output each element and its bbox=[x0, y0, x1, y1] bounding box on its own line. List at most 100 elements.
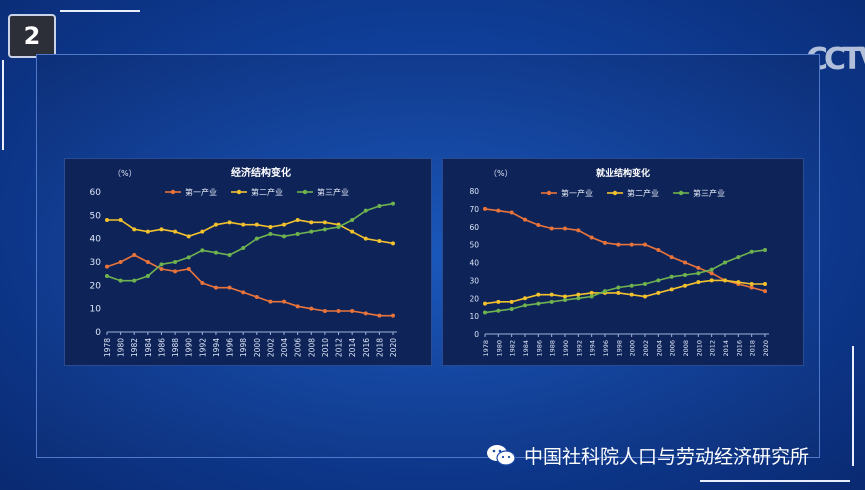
data-point-1-0-8 bbox=[589, 235, 594, 240]
frame-line-bottom bbox=[700, 480, 850, 482]
x-tick-label-0-8: 1994 bbox=[212, 338, 221, 357]
data-point-1-0-1 bbox=[496, 208, 501, 213]
data-point-1-1-18 bbox=[723, 278, 727, 283]
frame-line-right bbox=[852, 346, 854, 466]
data-point-0-2-16 bbox=[322, 227, 327, 232]
data-point-0-0-18 bbox=[350, 309, 355, 313]
data-point-1-2-19 bbox=[736, 255, 741, 260]
x-tick-label-1-4: 1986 bbox=[535, 340, 543, 357]
data-point-0-2-1 bbox=[118, 278, 123, 283]
x-tick-label-1-5: 1988 bbox=[549, 340, 557, 357]
data-point-0-0-10 bbox=[241, 290, 246, 295]
y-tick-label-1-3: 30 bbox=[469, 276, 479, 285]
data-point-1-2-4 bbox=[536, 301, 541, 306]
y-tick-label-1-8: 80 bbox=[469, 187, 479, 196]
y-tick-label-0-2: 20 bbox=[90, 281, 102, 291]
data-point-1-1-5 bbox=[549, 292, 554, 297]
data-point-0-0-0 bbox=[105, 264, 109, 269]
watermark-text: 中国社科院人口与劳动经济研究所 bbox=[524, 445, 810, 468]
x-tick-label-0-7: 1992 bbox=[198, 338, 207, 357]
data-point-1-0-16 bbox=[696, 265, 701, 270]
data-point-1-0-17 bbox=[709, 271, 714, 276]
x-tick-label-1-1: 1980 bbox=[495, 340, 503, 357]
legend-label-0-2: 第三产业 bbox=[317, 187, 349, 197]
chart-panel-employment: 就业结构变化 （%） 0 10 20 30 40 50 60 70 80 1978 1980 1982 19… bbox=[442, 158, 804, 366]
y-tick-label-0-4: 40 bbox=[90, 235, 102, 245]
x-tick-label-0-18: 2014 bbox=[348, 338, 357, 357]
data-point-0-0-16 bbox=[322, 309, 327, 313]
series-line-0-2 bbox=[106, 202, 394, 282]
data-point-1-0-12 bbox=[643, 242, 647, 247]
data-point-0-1-15 bbox=[309, 220, 314, 225]
data-point-1-1-10 bbox=[616, 290, 621, 295]
legend-label-1-0: 第一产业 bbox=[561, 188, 593, 198]
data-point-1-0-10 bbox=[616, 242, 621, 247]
x-tick-label-1-0: 1978 bbox=[482, 340, 490, 357]
x-tick-label-1-17: 2012 bbox=[709, 340, 717, 357]
x-tick-label-0-4: 1986 bbox=[157, 338, 166, 357]
data-point-0-1-13 bbox=[282, 222, 287, 227]
x-tick-label-1-6: 1990 bbox=[562, 340, 570, 357]
x-tick-label-0-11: 2000 bbox=[253, 338, 262, 357]
y-tick-label-0-1: 10 bbox=[90, 305, 102, 315]
data-point-1-2-3 bbox=[523, 303, 527, 308]
data-point-1-0-0 bbox=[483, 206, 487, 211]
chart-panel-economic: 经济结构变化 （%） 0 10 20 30 40 50 60 1978 1980 1982 1984 19… bbox=[64, 158, 432, 366]
data-point-0-1-8 bbox=[213, 222, 218, 227]
data-point-0-1-7 bbox=[200, 229, 205, 234]
data-point-1-1-14 bbox=[669, 287, 674, 292]
data-point-1-0-13 bbox=[656, 247, 661, 252]
data-point-1-2-1 bbox=[496, 308, 501, 313]
x-tick-label-1-18: 2014 bbox=[722, 340, 730, 357]
y-tick-label-0-6: 60 bbox=[90, 188, 102, 198]
data-point-1-2-18 bbox=[723, 260, 727, 265]
data-point-0-0-4 bbox=[159, 267, 164, 271]
x-tick-label-0-12: 2002 bbox=[266, 338, 275, 357]
data-point-0-0-3 bbox=[145, 260, 150, 264]
data-point-0-0-8 bbox=[213, 285, 218, 290]
data-point-1-2-6 bbox=[563, 298, 567, 303]
watermark: 中国社科院人口与劳动经济研究所 bbox=[486, 440, 846, 470]
data-point-0-2-9 bbox=[227, 253, 232, 257]
x-tick-label-0-21: 2020 bbox=[389, 338, 398, 357]
data-point-0-2-3 bbox=[145, 274, 150, 278]
data-point-0-2-21 bbox=[391, 201, 395, 206]
badge-number: 2 bbox=[23, 22, 41, 50]
x-tick-label-1-20: 2018 bbox=[749, 340, 757, 357]
y-tick-label-0-3: 30 bbox=[90, 258, 102, 268]
data-point-1-0-9 bbox=[603, 240, 607, 245]
x-tick-label-1-7: 1992 bbox=[575, 340, 583, 357]
data-point-0-2-8 bbox=[213, 250, 218, 255]
data-point-1-1-17 bbox=[709, 278, 714, 283]
chart-employment-structure: 就业结构变化 （%） 0 10 20 30 40 50 60 70 80 1978 1980 1982 19… bbox=[469, 167, 770, 357]
data-point-0-0-12 bbox=[268, 299, 273, 304]
data-point-1-1-2 bbox=[509, 299, 514, 304]
legend-label-1-2: 第三产业 bbox=[693, 188, 725, 198]
x-tick-label-0-10: 1998 bbox=[239, 338, 248, 357]
x-tick-label-0-0: 1978 bbox=[103, 338, 112, 357]
y-unit-label-1: （%） bbox=[489, 169, 513, 178]
series-line-0-1 bbox=[107, 219, 394, 245]
data-point-0-1-6 bbox=[186, 234, 191, 239]
series-line-1-1 bbox=[484, 279, 765, 305]
x-tick-label-1-19: 2016 bbox=[735, 340, 743, 357]
legend-marker-0-0 bbox=[170, 189, 176, 195]
data-point-0-2-7 bbox=[200, 248, 205, 253]
data-point-1-1-12 bbox=[643, 294, 647, 299]
data-point-1-2-15 bbox=[683, 273, 687, 278]
x-tick-label-0-20: 2018 bbox=[375, 338, 384, 357]
data-point-1-0-2 bbox=[509, 210, 514, 215]
data-point-1-2-12 bbox=[643, 281, 647, 286]
data-point-0-2-18 bbox=[350, 218, 355, 222]
data-point-1-1-6 bbox=[563, 294, 567, 299]
data-point-1-0-11 bbox=[629, 242, 634, 247]
data-point-0-0-21 bbox=[391, 313, 395, 318]
data-point-0-1-19 bbox=[363, 236, 368, 241]
legend-label-1-1: 第二产业 bbox=[627, 188, 659, 198]
data-point-1-1-11 bbox=[629, 292, 634, 297]
data-point-0-0-11 bbox=[254, 295, 259, 299]
data-point-0-2-0 bbox=[105, 274, 109, 278]
data-point-0-0-19 bbox=[363, 311, 368, 316]
legend-label-0-0: 第一产业 bbox=[185, 187, 217, 197]
wechat-icon bbox=[487, 445, 516, 466]
